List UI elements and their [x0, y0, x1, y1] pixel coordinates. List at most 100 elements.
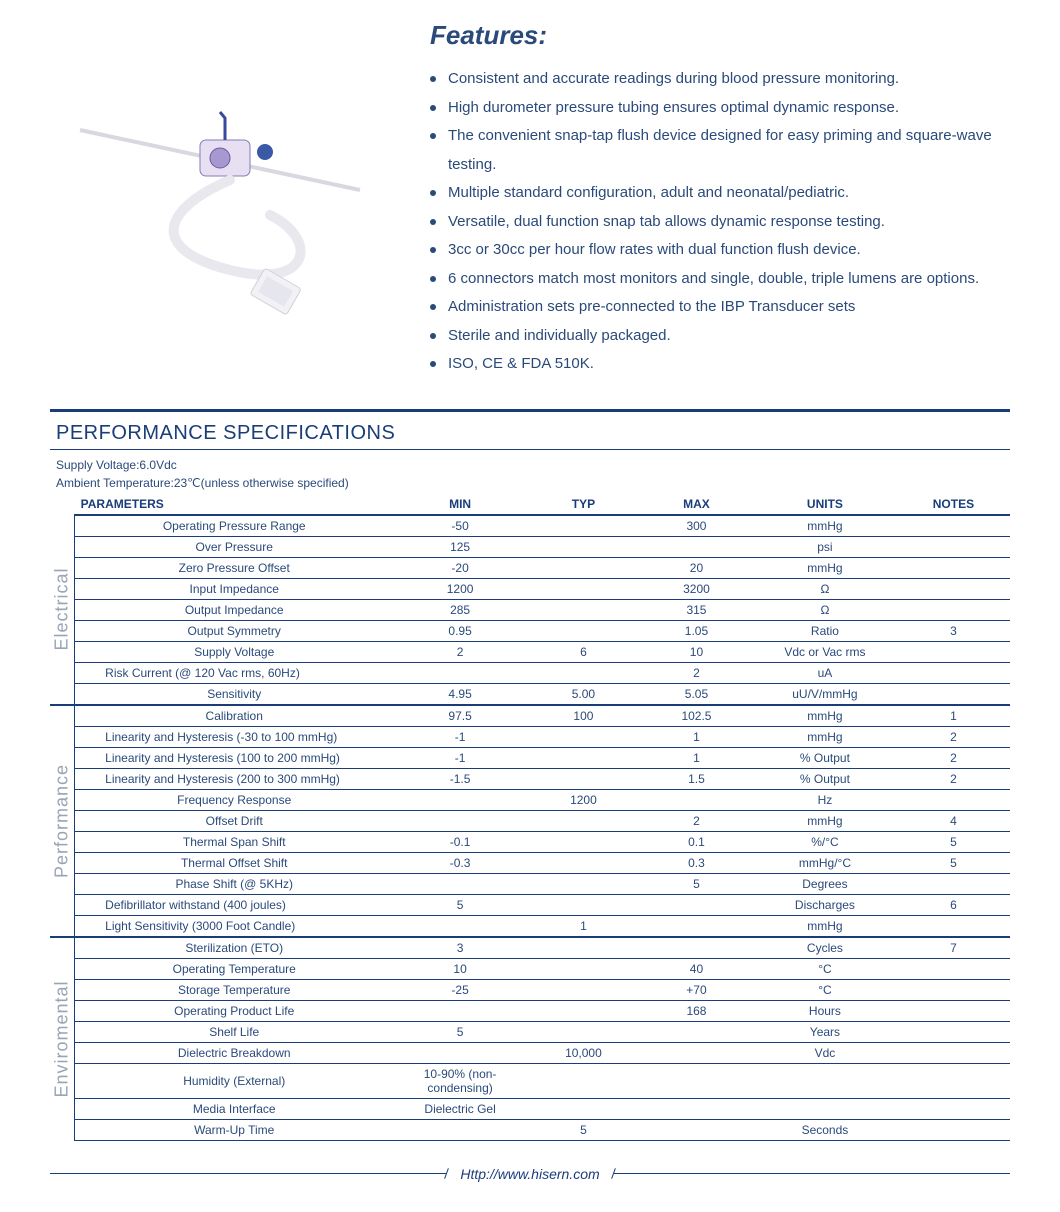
- min-cell: 10: [393, 958, 527, 979]
- notes-cell: 4: [897, 810, 1010, 831]
- max-cell: 5.05: [640, 683, 753, 705]
- table-row: Thermal Span Shift-0.10.1%/°C5: [50, 831, 1010, 852]
- category-label: Performance: [50, 705, 75, 937]
- units-cell: Ω: [753, 578, 897, 599]
- typ-cell: [527, 768, 640, 789]
- min-cell: 5: [393, 1021, 527, 1042]
- notes-cell: [897, 578, 1010, 599]
- typ-cell: 5.00: [527, 683, 640, 705]
- table-row: Phase Shift (@ 5KHz)5Degrees: [50, 873, 1010, 894]
- typ-cell: [527, 958, 640, 979]
- min-cell: 0.95: [393, 620, 527, 641]
- min-cell: [393, 1000, 527, 1021]
- param-cell: Over Pressure: [75, 536, 394, 557]
- max-cell: [640, 915, 753, 937]
- product-image: [50, 20, 390, 340]
- units-cell: °C: [753, 979, 897, 1000]
- param-cell: Operating Pressure Range: [75, 515, 394, 537]
- notes-cell: 5: [897, 831, 1010, 852]
- units-cell: Seconds: [753, 1119, 897, 1140]
- min-cell: 5: [393, 894, 527, 915]
- notes-cell: 2: [897, 726, 1010, 747]
- features-title: Features:: [430, 20, 1010, 51]
- units-cell: % Output: [753, 768, 897, 789]
- typ-cell: [527, 1000, 640, 1021]
- typ-cell: 10,000: [527, 1042, 640, 1063]
- typ-cell: [527, 873, 640, 894]
- spec-col-header: NOTES: [897, 494, 1010, 515]
- param-cell: Frequency Response: [75, 789, 394, 810]
- units-cell: Discharges: [753, 894, 897, 915]
- min-cell: 10-90% (non-condensing): [393, 1063, 527, 1098]
- notes-cell: [897, 536, 1010, 557]
- param-cell: Output Symmetry: [75, 620, 394, 641]
- table-row: Dielectric Breakdown10,000Vdc: [50, 1042, 1010, 1063]
- units-cell: uU/V/mmHg: [753, 683, 897, 705]
- param-cell: Thermal Span Shift: [75, 831, 394, 852]
- typ-cell: 1: [527, 915, 640, 937]
- max-cell: 0.1: [640, 831, 753, 852]
- param-cell: Media Interface: [75, 1098, 394, 1119]
- table-row: Risk Current (@ 120 Vac rms, 60Hz)2uA: [50, 662, 1010, 683]
- table-row: Zero Pressure Offset-2020mmHg: [50, 557, 1010, 578]
- spec-table: PARAMETERSMINTYPMAXUNITSNOTESElectricalO…: [50, 494, 1010, 1141]
- param-cell: Sensitivity: [75, 683, 394, 705]
- feature-item: Versatile, dual function snap tab allows…: [430, 208, 1010, 237]
- max-cell: 1: [640, 726, 753, 747]
- notes-cell: [897, 683, 1010, 705]
- min-cell: 4.95: [393, 683, 527, 705]
- footer-rule-right: [614, 1173, 1010, 1174]
- table-row: Thermal Offset Shift-0.30.3mmHg/°C5: [50, 852, 1010, 873]
- typ-cell: [527, 515, 640, 537]
- typ-cell: [527, 599, 640, 620]
- max-cell: [640, 1063, 753, 1098]
- units-cell: Cycles: [753, 937, 897, 959]
- units-cell: uA: [753, 662, 897, 683]
- notes-cell: [897, 873, 1010, 894]
- param-cell: Humidity (External): [75, 1063, 394, 1098]
- table-row: Output Symmetry0.951.05Ratio3: [50, 620, 1010, 641]
- units-cell: Ratio: [753, 620, 897, 641]
- param-cell: Operating Product Life: [75, 1000, 394, 1021]
- units-cell: % Output: [753, 747, 897, 768]
- max-cell: 0.3: [640, 852, 753, 873]
- typ-cell: [527, 662, 640, 683]
- features-list: Consistent and accurate readings during …: [430, 65, 1010, 379]
- typ-cell: 100: [527, 705, 640, 727]
- max-cell: 300: [640, 515, 753, 537]
- category-label: Electrical: [50, 515, 75, 705]
- notes-cell: [897, 979, 1010, 1000]
- feature-item: ISO, CE & FDA 510K.: [430, 350, 1010, 379]
- units-cell: Ω: [753, 599, 897, 620]
- max-cell: 2: [640, 810, 753, 831]
- min-cell: 125: [393, 536, 527, 557]
- typ-cell: [527, 831, 640, 852]
- typ-cell: [527, 620, 640, 641]
- notes-cell: [897, 789, 1010, 810]
- notes-cell: 6: [897, 894, 1010, 915]
- units-cell: mmHg: [753, 557, 897, 578]
- table-row: Linearity and Hysteresis (-30 to 100 mmH…: [50, 726, 1010, 747]
- min-cell: [393, 1119, 527, 1140]
- param-cell: Output Impedance: [75, 599, 394, 620]
- spec-col-header: MIN: [393, 494, 527, 515]
- param-cell: Operating Temperature: [75, 958, 394, 979]
- min-cell: -1: [393, 747, 527, 768]
- typ-cell: [527, 894, 640, 915]
- param-cell: Zero Pressure Offset: [75, 557, 394, 578]
- table-row: Storage Temperature-25+70°C: [50, 979, 1010, 1000]
- notes-cell: [897, 557, 1010, 578]
- notes-cell: [897, 599, 1010, 620]
- units-cell: mmHg: [753, 810, 897, 831]
- typ-cell: [527, 852, 640, 873]
- spec-col-header: MAX: [640, 494, 753, 515]
- min-cell: 2: [393, 641, 527, 662]
- min-cell: -20: [393, 557, 527, 578]
- max-cell: 1: [640, 747, 753, 768]
- max-cell: 2: [640, 662, 753, 683]
- feature-item: 3cc or 30cc per hour flow rates with dua…: [430, 236, 1010, 265]
- notes-cell: 3: [897, 620, 1010, 641]
- param-cell: Offset Drift: [75, 810, 394, 831]
- max-cell: +70: [640, 979, 753, 1000]
- typ-cell: 5: [527, 1119, 640, 1140]
